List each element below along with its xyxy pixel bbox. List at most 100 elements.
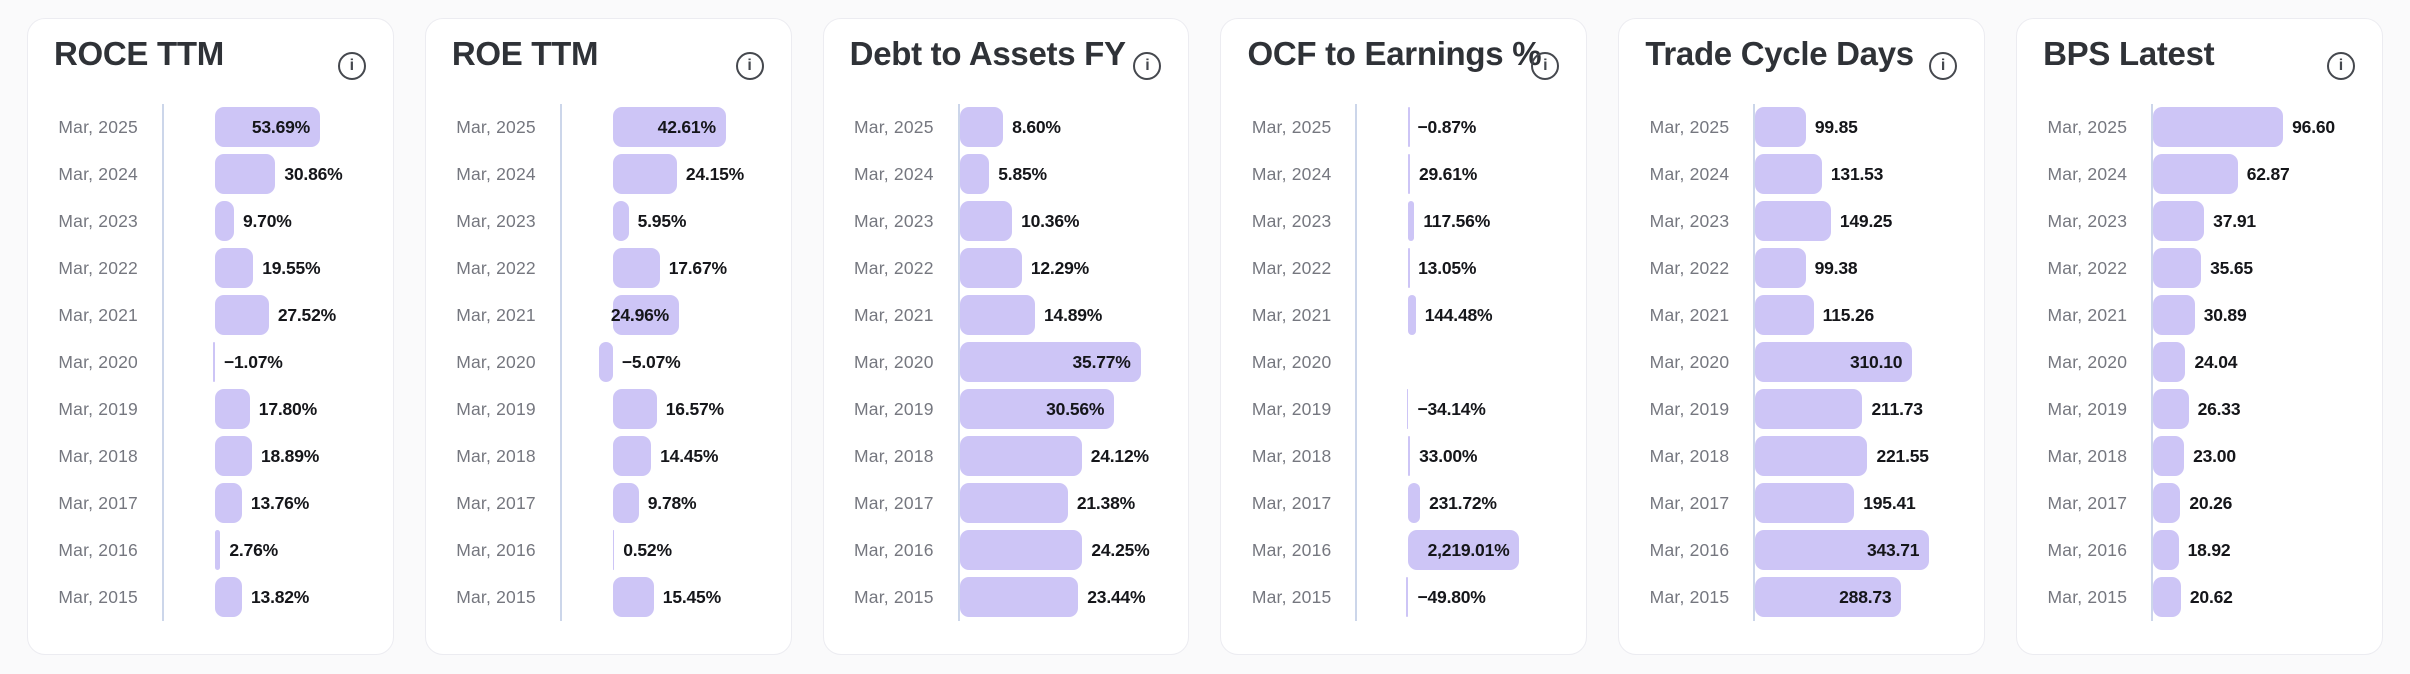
value-bar[interactable] [1755,154,1822,194]
year-label: Mar, 2025 [58,117,138,137]
value-bar[interactable] [2153,295,2195,335]
value-bar[interactable] [959,201,1013,241]
value-bar[interactable] [215,436,252,476]
value-bar[interactable] [1755,389,1863,429]
year-label: Mar, 2016 [1251,540,1332,560]
value-bar[interactable] [959,107,1004,147]
value-bar[interactable] [1755,530,1930,570]
value-bar[interactable] [612,577,654,617]
value-bar[interactable] [1755,107,1806,147]
year-label: Mar, 2024 [58,164,138,184]
value-bar[interactable] [959,577,1079,617]
info-icon[interactable]: i [1133,52,1162,80]
value-bar[interactable] [2153,436,2185,476]
value-bar[interactable] [1408,483,1421,523]
value-label: 211.73 [1871,399,1923,419]
bar-zone: 10.36% [957,198,1161,245]
value-bar[interactable] [215,248,254,288]
value-bar[interactable] [2153,201,2205,241]
value-bar[interactable] [1755,483,1855,523]
bar-zone: 23.00 [2151,433,2354,480]
value-bar[interactable] [1408,107,1410,147]
value-bar[interactable] [612,201,629,241]
chart-row: Mar, 2017 13.76% [54,480,365,527]
value-bar[interactable] [215,107,320,147]
year-label: Mar, 2017 [58,493,138,513]
value-bar[interactable] [959,530,1083,570]
year-label: Mar, 2016 [854,540,934,560]
value-bar[interactable] [959,389,1115,429]
value-label: 10.36% [1021,211,1080,231]
value-bar[interactable] [2153,577,2181,617]
value-bar[interactable] [1408,436,1411,476]
value-bar[interactable] [215,389,250,429]
chart-row: Mar, 2023 10.36% [850,198,1161,245]
bar-zone: 62.87 [2151,151,2354,198]
value-bar[interactable] [2153,483,2181,523]
value-bar[interactable] [1408,530,1520,570]
value-bar[interactable] [1408,248,1410,288]
year-label: Mar, 2019 [58,399,138,419]
value-bar[interactable] [612,295,680,335]
chart-row: Mar, 2021 14.89% [850,292,1161,339]
bar-zone: 20.26 [2151,480,2354,527]
value-bar[interactable] [959,342,1141,382]
value-bar[interactable] [959,483,1068,523]
value-bar[interactable] [212,342,215,382]
bar-zone: 24.15% [559,151,763,198]
value-label: 30.86% [284,164,343,184]
bar-zone: 30.89 [2151,292,2354,339]
value-bar[interactable] [215,201,234,241]
year-label: Mar, 2024 [854,164,934,184]
value-bar[interactable] [959,436,1082,476]
value-bar[interactable] [2153,389,2189,429]
value-bar[interactable] [1408,295,1416,335]
value-bar[interactable] [612,154,677,194]
value-bar[interactable] [1755,295,1814,335]
info-icon[interactable]: i [1929,52,1958,80]
info-icon[interactable]: i [337,52,366,80]
value-bar[interactable] [599,342,613,382]
bar-zone: 16.57% [559,386,763,433]
value-bar[interactable] [1405,577,1409,617]
value-bar[interactable] [612,436,652,476]
metric-card: OCF to Earnings % i Mar, 2025 −0.87% Mar… [1220,18,1588,655]
card-title: BPS Latest [2043,35,2215,72]
year-label: Mar, 2024 [456,164,536,184]
value-bar[interactable] [959,154,990,194]
info-icon[interactable]: i [2326,52,2355,80]
value-bar[interactable] [215,530,221,570]
year-label: Mar, 2020 [1649,352,1730,372]
value-label: 35.77% [1072,352,1131,372]
year-label: Mar, 2019 [1251,399,1332,419]
value-bar[interactable] [1755,248,1806,288]
value-bar[interactable] [1755,436,1868,476]
value-bar[interactable] [2153,107,2284,147]
value-bar[interactable] [612,530,615,570]
info-icon[interactable]: i [1531,52,1560,80]
value-bar[interactable] [2153,248,2202,288]
value-bar[interactable] [2153,154,2238,194]
value-label: 24.25% [1091,540,1150,560]
value-bar[interactable] [1755,342,1913,382]
info-icon[interactable]: i [735,52,764,80]
value-bar[interactable] [2153,342,2186,382]
value-bar[interactable] [215,483,242,523]
value-bar[interactable] [612,248,660,288]
value-bar[interactable] [215,154,276,194]
value-bar[interactable] [1755,201,1831,241]
value-bar[interactable] [959,248,1022,288]
value-bar[interactable] [215,295,269,335]
bar-zone: 18.92 [2151,527,2354,574]
value-bar[interactable] [959,295,1035,335]
value-bar[interactable] [612,483,639,523]
chart-row: Mar, 2019 26.33 [2043,386,2354,433]
value-bar[interactable] [612,107,726,147]
value-bar[interactable] [1406,389,1409,429]
value-bar[interactable] [1408,154,1410,194]
value-bar[interactable] [2153,530,2179,570]
value-bar[interactable] [215,577,243,617]
value-bar[interactable] [612,389,657,429]
value-bar[interactable] [1755,577,1902,617]
value-bar[interactable] [1408,201,1415,241]
